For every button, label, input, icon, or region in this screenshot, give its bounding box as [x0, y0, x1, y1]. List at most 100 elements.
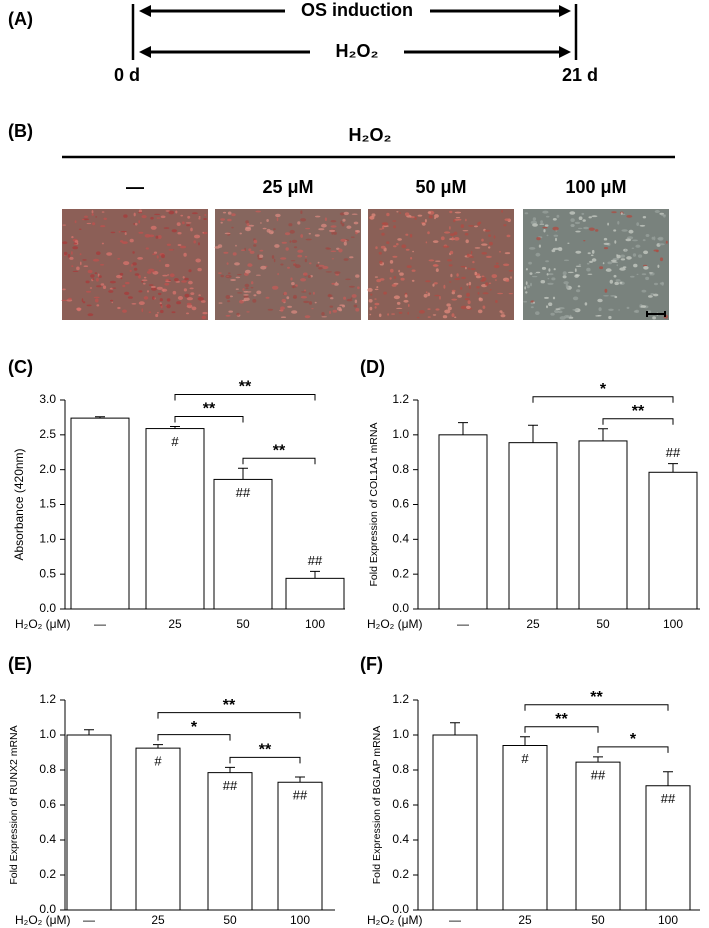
- stain-spot: [621, 229, 628, 232]
- stain-spot: [141, 308, 144, 313]
- stain-spot: [468, 285, 471, 289]
- stain-spot: [588, 216, 592, 219]
- stain-spot: [567, 271, 574, 274]
- stain-spot: [369, 215, 375, 220]
- stain-spot: [198, 216, 201, 218]
- significance-bracket: [524, 704, 669, 711]
- stain-spot: [84, 215, 88, 218]
- y-axis-label: Fold Expression of RUNX2 mRNA: [8, 725, 20, 884]
- significance-marker: ##: [591, 768, 606, 783]
- micrograph: [368, 209, 514, 320]
- y-tick-label: 3.0: [39, 392, 56, 406]
- stain-spot: [506, 234, 511, 238]
- stain-spot: [393, 225, 396, 229]
- stain-spot: [143, 296, 149, 300]
- stain-spot: [611, 211, 617, 214]
- stain-spot: [643, 266, 649, 270]
- y-tick-label: 1.0: [392, 427, 409, 441]
- stain-spot: [131, 303, 137, 305]
- bar: [432, 734, 478, 911]
- stain-spot: [169, 273, 175, 278]
- stain-spot: [124, 232, 127, 236]
- stain-spot: [636, 222, 640, 227]
- stain-spot: [569, 211, 576, 215]
- stain-spot: [276, 217, 279, 222]
- stain-spot: [333, 231, 337, 235]
- stain-spot: [297, 254, 303, 258]
- stain-spot: [632, 239, 638, 242]
- stain-spot: [225, 274, 232, 279]
- significance-bracket: [157, 734, 231, 741]
- stain-spot: [117, 306, 121, 310]
- stain-spot: [159, 298, 163, 302]
- stain-spot: [427, 231, 430, 235]
- stain-spot: [577, 227, 583, 230]
- stain-spot: [641, 289, 647, 293]
- stain-spot: [622, 213, 626, 215]
- x-axis-label: H₂O₂ (μM): [367, 913, 423, 927]
- arrow-head: [139, 46, 151, 58]
- stain-spot: [651, 236, 654, 240]
- stain-spot: [648, 272, 653, 274]
- stain-spot: [82, 301, 86, 304]
- stain-spot: [567, 242, 570, 244]
- stain-spot: [193, 240, 196, 244]
- stain-spot: [257, 257, 263, 260]
- significance-marker: ##: [293, 788, 308, 803]
- time-label: 0 d: [114, 65, 140, 85]
- stain-spot: [92, 278, 95, 281]
- x-axis-label: H₂O₂ (μM): [15, 617, 71, 631]
- stain-spot: [74, 220, 77, 224]
- stain-spot: [466, 292, 470, 297]
- stain-spot: [618, 309, 620, 311]
- stain-spot: [396, 211, 399, 213]
- stain-spot: [572, 296, 579, 301]
- stain-spot: [72, 246, 79, 250]
- stain-spot: [331, 258, 335, 260]
- stain-spot: [186, 312, 189, 315]
- significance-label: *: [630, 731, 637, 748]
- stain-spot: [309, 262, 312, 265]
- error-bar: [95, 416, 105, 419]
- stain-spot: [163, 227, 170, 229]
- arrows: [148, 9, 562, 54]
- stain-spot: [597, 298, 603, 303]
- stain-spot: [570, 224, 575, 228]
- stain-spot: [329, 310, 332, 314]
- stain-spot: [568, 316, 574, 319]
- y-tick-label: 0.4: [392, 832, 409, 846]
- stain-spot: [168, 279, 172, 282]
- y-tick-label: 0.4: [392, 532, 409, 546]
- stain-spot: [351, 294, 357, 298]
- stain-spot: [613, 274, 617, 278]
- stain-spot: [330, 250, 337, 253]
- stain-spot: [331, 282, 336, 285]
- stain-spot: [484, 229, 491, 232]
- stain-spot: [546, 234, 549, 237]
- stain-spot: [500, 314, 506, 318]
- stain-spot: [227, 211, 232, 215]
- stain-spot: [101, 211, 105, 213]
- stain-spot: [392, 255, 398, 258]
- stain-spot: [582, 219, 586, 222]
- stain-spot: [330, 297, 334, 300]
- stain-spot: [235, 288, 239, 290]
- stain-spot: [491, 274, 498, 279]
- stain-spot: [281, 241, 287, 244]
- stain-spot: [396, 243, 399, 246]
- stain-spot: [227, 218, 232, 222]
- x-tick-label: —: [449, 913, 461, 927]
- stain-spot: [658, 243, 665, 246]
- stain-spot: [508, 269, 513, 272]
- stain-spot: [425, 241, 428, 244]
- stain-spot: [133, 223, 136, 225]
- stain-spot: [168, 249, 174, 251]
- y-tick-label: 0.6: [39, 797, 56, 811]
- stain-spot: [179, 245, 187, 249]
- stain-spot: [639, 224, 646, 227]
- stain-spot: [253, 239, 258, 244]
- stain-spot: [283, 291, 287, 296]
- stain-spot: [85, 280, 90, 284]
- stain-spot: [260, 265, 267, 270]
- stain-spot: [378, 313, 382, 318]
